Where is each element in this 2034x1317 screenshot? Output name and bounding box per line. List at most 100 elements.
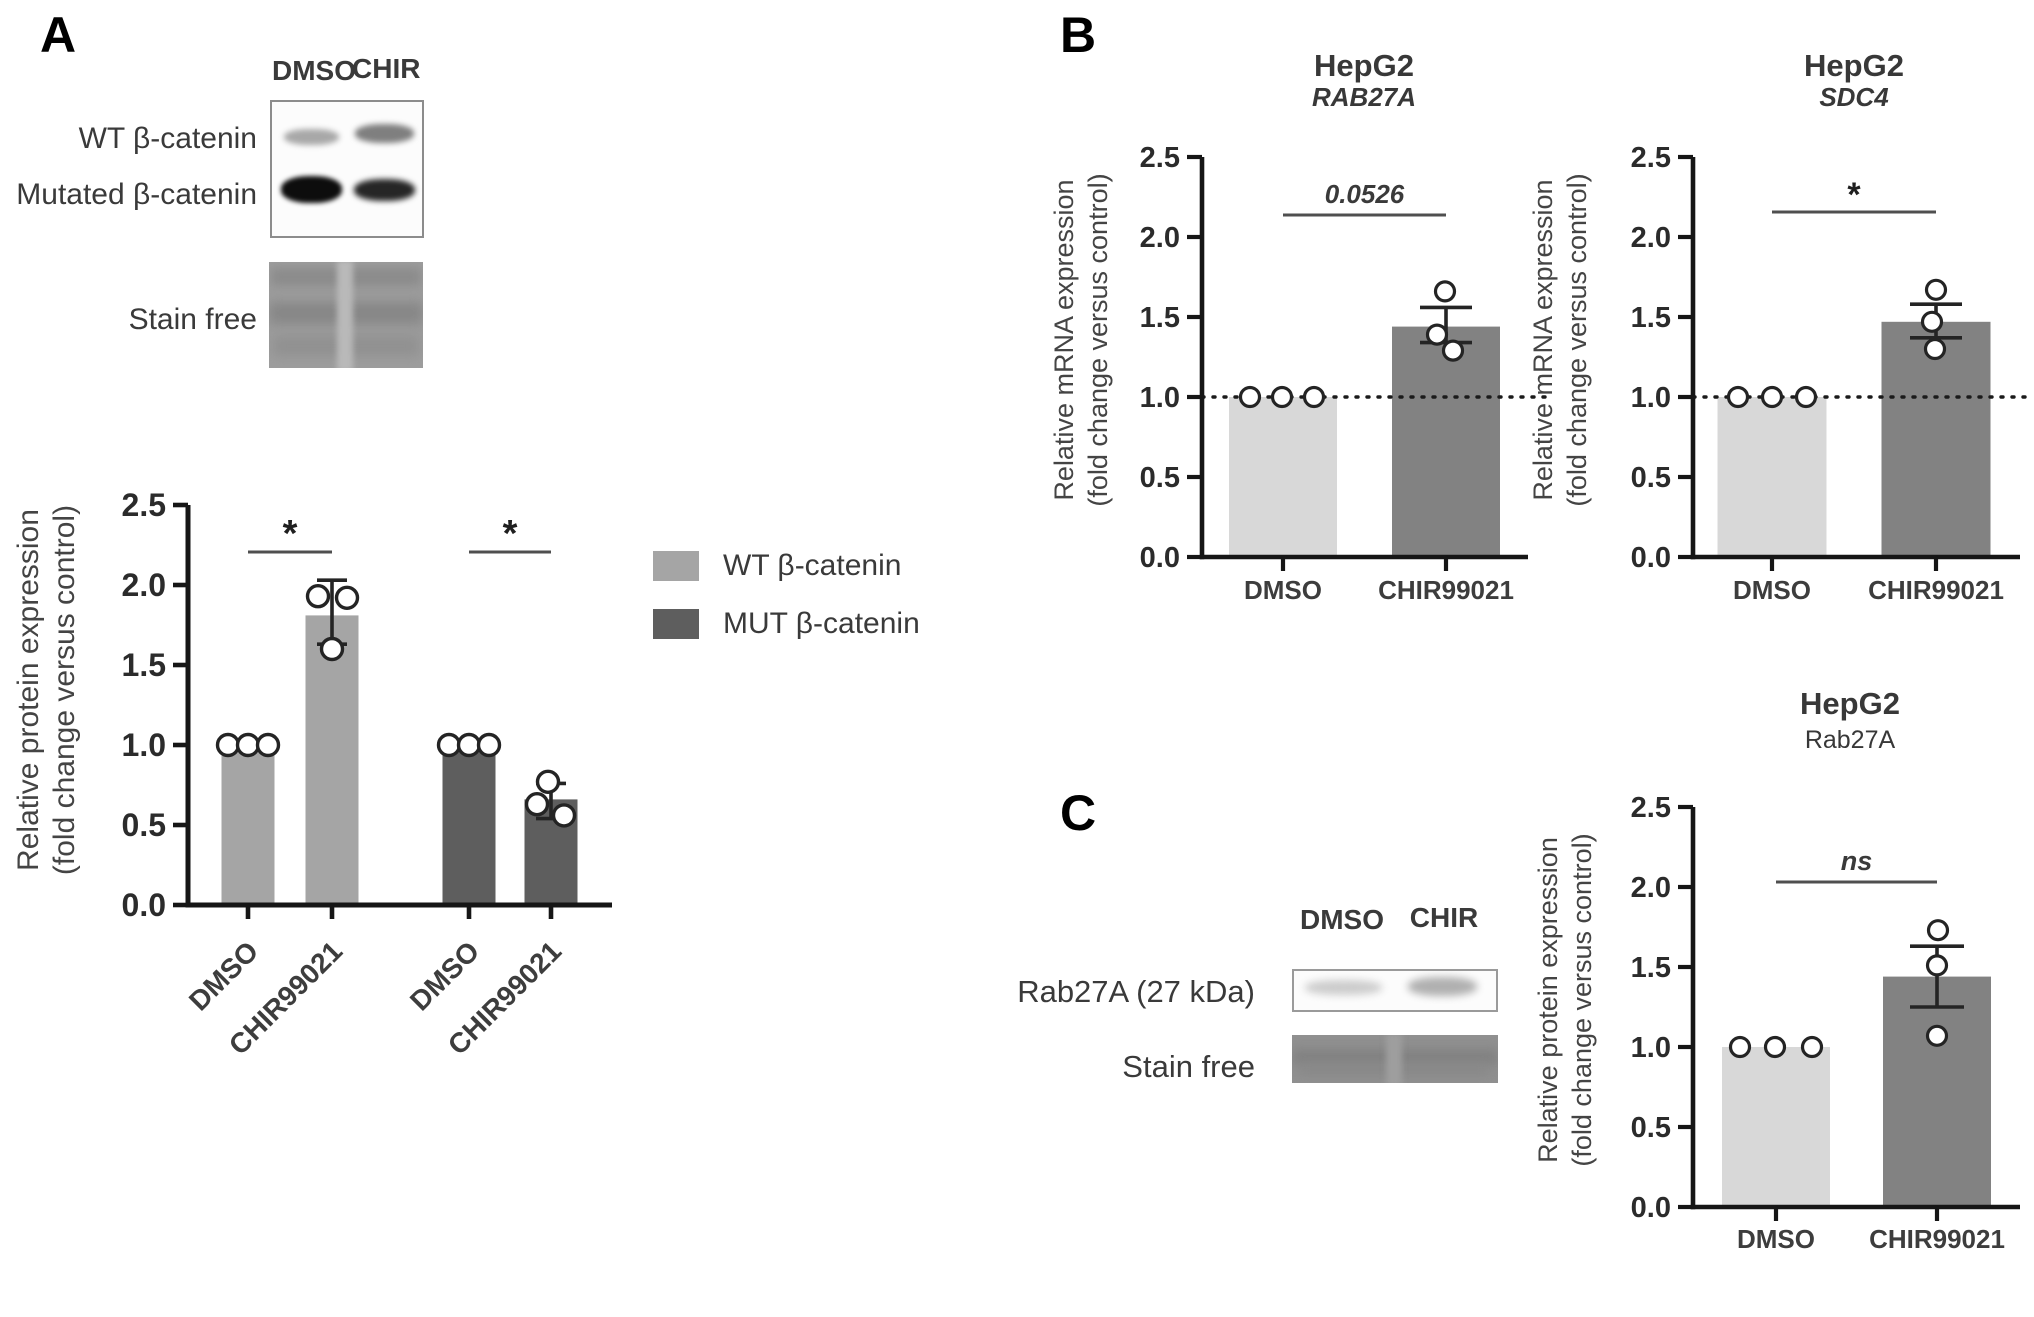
legend-label-mut: MUT β-catenin: [723, 607, 920, 640]
blot-a-row-label-mut: Mutated β-catenin: [16, 178, 257, 211]
bar-dmso-2: [442, 745, 496, 905]
stainfree-lane-gap: [1386, 1035, 1402, 1083]
y-tick-label: 2.5: [1140, 142, 1180, 174]
blot-c-stainfree-label: Stain free: [1122, 1049, 1255, 1084]
panel-c-label: C: [1060, 785, 1097, 841]
y-tick-label: 2.5: [1631, 142, 1671, 174]
significance-text: 0.0526: [1325, 179, 1405, 209]
band-mut-chir: [354, 179, 415, 201]
chart-title: HepG2: [1804, 48, 1904, 83]
data-point: [436, 732, 462, 758]
chart-subtitle: SDC4: [1819, 82, 1889, 112]
y-axis-title-line: Relative protein expression: [1533, 837, 1563, 1163]
blot-a-row-label-wt: WT β-catenin: [78, 122, 257, 155]
significance-star: *: [1847, 176, 1861, 214]
y-tick-label: 1.0: [1631, 1032, 1671, 1064]
x-category-label: DMSO: [1737, 1224, 1815, 1254]
y-tick-label: 0.5: [122, 807, 166, 843]
significance-star: *: [503, 513, 518, 555]
chart-c-hepg2-rab27a-protein: 0.0 0.5 1.0 1.5 2.0 2.5 DMSO CHIR99021 ns HepG2 Ra…: [1533, 686, 2020, 1254]
panel-b-label: B: [1060, 7, 1097, 63]
significance-star: *: [283, 513, 298, 555]
y-tick-label: 1.0: [1140, 382, 1180, 414]
data-point: [524, 792, 550, 817]
chart-subtitle: RAB27A: [1312, 82, 1416, 112]
data-point: [1728, 1035, 1752, 1059]
panel-a-label: A: [40, 7, 77, 63]
bar-dmso-0: [1229, 397, 1337, 557]
x-category-label: CHIR99021: [1868, 575, 2004, 605]
x-category-label: DMSO: [1733, 575, 1811, 605]
significance-text: ns: [1841, 846, 1873, 876]
bar-dmso-0: [1717, 397, 1827, 557]
y-tick-label: 0.0: [1631, 542, 1671, 574]
data-point: [334, 585, 360, 610]
y-tick-label: 0.5: [1140, 462, 1180, 494]
data-point: [1926, 919, 1950, 942]
bar-dmso-0: [221, 745, 275, 905]
data-point: [476, 732, 502, 758]
blot-a-stainfree-image: [269, 262, 423, 368]
stainfree-lane-gap: [337, 262, 353, 368]
y-tick-label: 1.5: [1140, 302, 1180, 334]
blot-c-col-header-dmso: DMSO: [1300, 904, 1384, 935]
y-axis-title-line: (fold change versus control): [48, 505, 81, 875]
data-point: [1726, 385, 1750, 409]
bar-chir99021-1: [1392, 326, 1500, 557]
blot-c-rab27a-image: [1292, 969, 1498, 1012]
y-axis-title-line: Relative protein expression: [12, 509, 45, 871]
y-tick-label: 0.5: [1631, 1112, 1671, 1144]
y-tick-label: 0.5: [1631, 462, 1671, 494]
data-point: [551, 803, 577, 828]
legend-item-mut: MUT β-catenin: [653, 609, 920, 639]
data-point: [1800, 1035, 1824, 1059]
blot-a-col-header-chir: CHIR: [352, 53, 421, 84]
y-tick-label: 2.0: [1631, 222, 1671, 254]
data-point: [1270, 385, 1294, 409]
y-axis-title-line: Relative mRNA expression: [1049, 179, 1079, 500]
bar-chir99021-1: [1883, 976, 1991, 1207]
data-point: [1925, 1024, 1949, 1047]
chart-title: HepG2: [1314, 48, 1414, 83]
data-point: [305, 584, 331, 609]
data-point: [1924, 278, 1948, 301]
data-point: [1302, 385, 1326, 409]
x-category-label: DMSO: [183, 935, 264, 1016]
y-axis-title-line: (fold change versus control): [1567, 833, 1597, 1166]
y-tick-label: 1.0: [1631, 382, 1671, 414]
data-point: [1923, 337, 1947, 361]
blot-c-row-label-rab27a: Rab27A (27 kDa): [1017, 974, 1255, 1009]
data-point: [215, 732, 241, 758]
y-tick-label: 1.5: [122, 647, 166, 683]
data-point: [235, 732, 261, 758]
blot-c-col-header-chir: CHIR: [1409, 902, 1479, 933]
legend-swatch-wt: [653, 551, 699, 581]
blot-a-stainfree-label: Stain free: [128, 303, 257, 336]
legend-item-wt: WT β-catenin: [653, 551, 901, 581]
y-tick-label: 2.5: [1631, 792, 1671, 824]
y-axis-title-line: (fold change versus control): [1562, 173, 1592, 506]
x-category-label: DMSO: [1244, 575, 1322, 605]
chart-b-hepg2-rab27a-mrna: 0.0 0.5 1.0 1.5 2.0 2.5 DMSO CHIR99021 0.0526 Hep…: [1049, 48, 1548, 605]
y-tick-label: 2.0: [122, 567, 166, 603]
data-point: [1794, 385, 1818, 409]
band-rab27a-chir: [1408, 977, 1477, 996]
chart-title: HepG2: [1800, 686, 1900, 721]
data-point: [1425, 323, 1449, 346]
data-point: [319, 636, 345, 662]
band-wt-dmso: [284, 129, 339, 145]
legend-swatch-mut: [653, 609, 699, 639]
blot-a-image: [270, 100, 424, 238]
data-point: [1920, 310, 1944, 333]
y-tick-label: 1.0: [122, 727, 166, 763]
y-tick-label: 1.5: [1631, 302, 1671, 334]
blot-c-stainfree-image: [1292, 1035, 1498, 1083]
data-point: [255, 732, 281, 758]
data-point: [1441, 339, 1465, 362]
blot-a-col-header-dmso: DMSO: [272, 55, 356, 86]
y-tick-label: 0.0: [122, 887, 166, 923]
data-point: [456, 732, 482, 758]
